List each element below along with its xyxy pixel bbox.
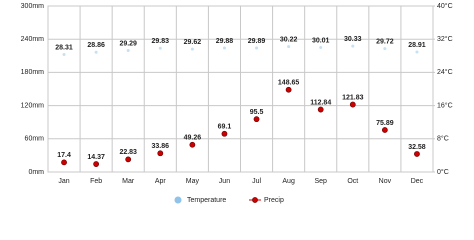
x-tick-label: Oct <box>347 178 358 185</box>
x-tick-label: Feb <box>90 178 102 185</box>
temperature-point <box>287 45 291 49</box>
precip-point <box>253 116 260 123</box>
value-label: 95.5 <box>250 109 264 116</box>
y2-tick-label: 40°C <box>437 2 453 10</box>
y-tick-label: 180mm <box>21 69 45 76</box>
value-label: 29.88 <box>216 38 234 45</box>
value-label: 49.26 <box>184 135 202 142</box>
temperature-point <box>255 46 259 50</box>
value-label: 148.65 <box>278 80 300 87</box>
value-label: 22.83 <box>119 149 137 156</box>
precip-point <box>349 101 356 108</box>
value-label: 30.22 <box>280 36 298 43</box>
legend-label: Precip <box>264 197 284 204</box>
precip-point <box>157 150 164 157</box>
temperature-point <box>158 46 162 50</box>
value-label: 33.86 <box>152 143 170 150</box>
temperature-point <box>351 44 355 48</box>
value-label: 28.31 <box>55 44 73 51</box>
precip-point <box>285 86 292 93</box>
temperature-point <box>222 46 226 50</box>
value-label: 14.37 <box>87 154 105 161</box>
legend-marker <box>174 196 182 204</box>
precip-point <box>221 130 228 137</box>
precip-point <box>61 159 67 166</box>
value-label: 32.58 <box>408 144 426 151</box>
value-label: 112.84 <box>310 99 331 106</box>
precip-point <box>189 141 196 148</box>
y2-tick-label: 16°C <box>437 101 453 109</box>
legend-label: Temperature <box>187 197 226 204</box>
temperature-point <box>94 50 98 54</box>
temperature-point <box>383 47 387 51</box>
value-label: 29.72 <box>376 39 394 46</box>
x-tick-label: Jun <box>219 178 230 185</box>
precip-point <box>93 161 100 167</box>
y2-tick-label: 32°C <box>437 35 453 43</box>
value-label: 30.01 <box>312 37 330 44</box>
value-label: 28.86 <box>87 42 105 49</box>
x-tick-label: Sep <box>314 178 327 185</box>
y-tick-label: 240mm <box>21 36 45 43</box>
precip-point <box>414 151 420 157</box>
value-label: 29.62 <box>184 39 202 46</box>
y-tick-label: 120mm <box>21 102 45 109</box>
x-tick-label: Dec <box>411 178 424 185</box>
value-label: 121.83 <box>342 94 364 101</box>
temperature-point <box>62 53 66 57</box>
precip-point <box>381 127 388 133</box>
value-label: 69.1 <box>218 124 232 131</box>
x-tick-label: Jan <box>58 178 69 185</box>
temperature-point <box>126 48 130 52</box>
temperature-point <box>415 50 419 54</box>
chart: 0mm 60mm 120mm 180mm 240mm 300mm 0°C 8°C 16°C 24°… <box>21 2 453 204</box>
y-tick-label: 300mm <box>21 3 45 10</box>
temperature-point <box>319 45 323 49</box>
x-tick-label: Jul <box>252 178 261 185</box>
precip-point <box>317 106 324 113</box>
temperature-point <box>190 47 194 51</box>
x-tick-label: Aug <box>282 178 295 185</box>
value-label: 17.4 <box>57 152 71 159</box>
value-label: 29.29 <box>119 40 137 47</box>
y-tick-label: 60mm <box>25 136 45 143</box>
value-label: 28.91 <box>408 42 426 49</box>
legend-marker <box>252 197 258 203</box>
x-tick-label: Mar <box>122 178 135 185</box>
y2-tick-label: 8°C <box>437 135 449 143</box>
x-tick-label: Apr <box>155 178 167 185</box>
x-tick-label: May <box>186 178 200 185</box>
value-label: 29.83 <box>152 38 170 45</box>
y2-tick-label: 24°C <box>437 68 453 76</box>
value-label: 30.33 <box>344 36 362 43</box>
y2-tick-label: 0°C <box>437 168 449 176</box>
y-tick-label: 0mm <box>28 169 44 176</box>
x-tick-label: Nov <box>379 178 392 185</box>
precip-point <box>125 156 132 163</box>
value-label: 75.89 <box>376 120 394 127</box>
value-label: 29.89 <box>248 38 266 45</box>
